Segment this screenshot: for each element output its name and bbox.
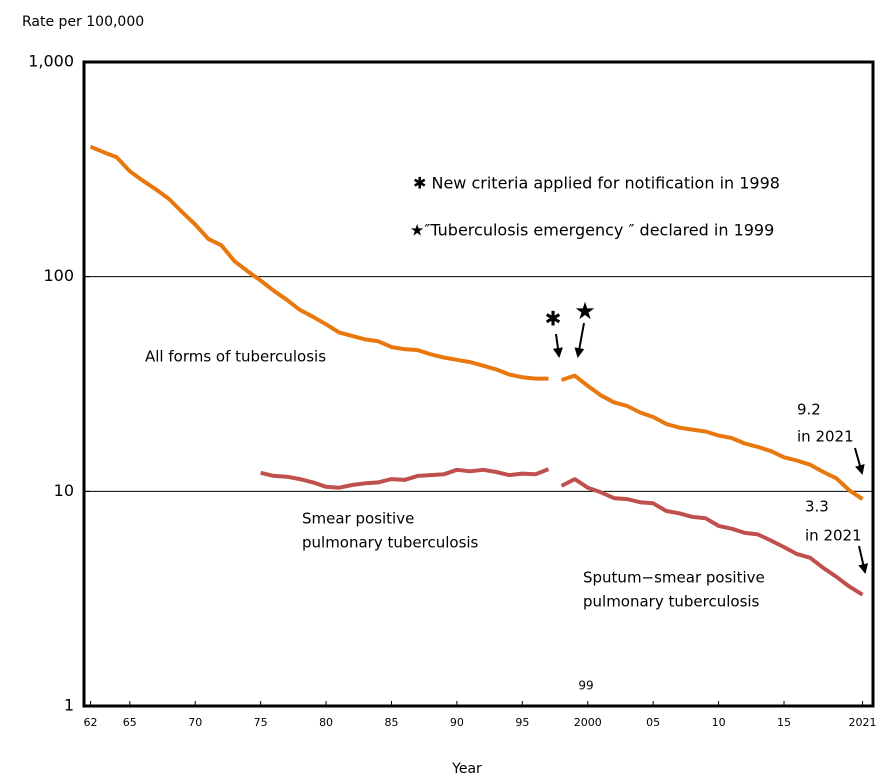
- annotation: ✱: [545, 307, 562, 331]
- x-axis-label: Year: [451, 761, 482, 777]
- y-tick-label: 1: [64, 696, 74, 715]
- annotation: ★″Tuberculosis emergency ″ declared in 1…: [410, 221, 774, 240]
- annotation: 3.3: [805, 498, 829, 516]
- x-tick-label: 05: [646, 716, 660, 729]
- annotation: in 2021: [805, 527, 862, 545]
- x-tick-label: 95: [515, 716, 529, 729]
- series-line: [560, 373, 864, 501]
- x-tick-label: 10: [712, 716, 726, 729]
- x-tick-label: 70: [188, 716, 202, 729]
- series-line: [260, 467, 550, 490]
- annotation: in 2021: [797, 428, 854, 446]
- series-label: pulmonary tuberculosis: [583, 593, 760, 611]
- arrows: [552, 322, 869, 574]
- annotation: 9.2: [797, 401, 821, 419]
- y-axis-label: Rate per 100,000: [22, 14, 144, 30]
- annotation: 99: [578, 679, 593, 693]
- annotation: ★: [574, 297, 596, 325]
- series-label: All forms of tuberculosis: [145, 348, 326, 366]
- x-tick-label: 62: [84, 716, 98, 729]
- y-tick-label: 1,000: [28, 52, 74, 71]
- series-label: Sputum−smear positive: [583, 569, 765, 587]
- annotation: ✱ New criteria applied for notification …: [413, 174, 780, 193]
- x-tick-label: 90: [450, 716, 464, 729]
- x-tick-label: 85: [384, 716, 398, 729]
- x-tick-label: 2000: [574, 716, 602, 729]
- plot-frame: [82, 60, 875, 708]
- x-tick-label: 75: [254, 716, 268, 729]
- x-tick-label: 80: [319, 716, 333, 729]
- x-tick-label: 15: [777, 716, 791, 729]
- series-label: pulmonary tuberculosis: [302, 534, 479, 552]
- series-line: [89, 144, 549, 381]
- x-tick-label: 65: [123, 716, 137, 729]
- series-label: Smear positive: [302, 510, 414, 528]
- y-tick-label: 100: [43, 266, 74, 285]
- series-line: [560, 477, 864, 597]
- y-tick-label: 10: [54, 481, 74, 500]
- x-tick-label: 2021: [849, 716, 877, 729]
